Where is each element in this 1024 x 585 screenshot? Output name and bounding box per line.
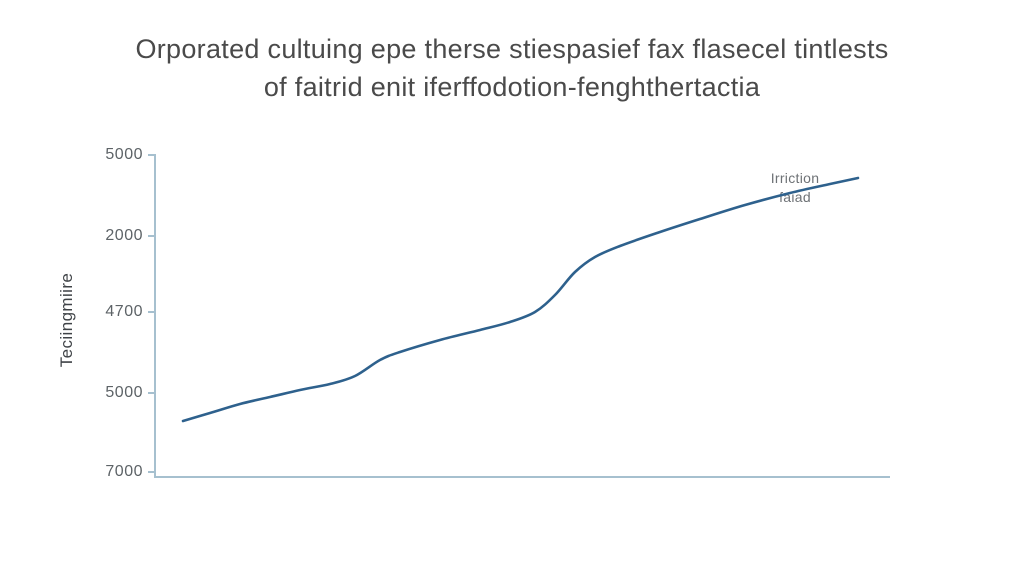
line-chart-plot xyxy=(148,154,890,478)
y-axis-tick-label: 4700 xyxy=(105,303,143,320)
y-axis-tick-marks xyxy=(148,154,155,473)
y-axis-title: Teciingmiire xyxy=(57,272,76,368)
y-axis-tick-label: 5000 xyxy=(105,146,143,163)
y-axis-tick-label: 7000 xyxy=(105,463,143,480)
line-annotation-line-1: Irriction xyxy=(770,170,820,186)
chart-title-line-1: Orporated cultuing epe therse stiespasie… xyxy=(135,34,889,64)
y-axis-tick-label: 2000 xyxy=(105,227,143,244)
axis-spines xyxy=(154,154,890,478)
y-axis-tick-label: 5000 xyxy=(105,384,143,401)
chart-title-line-2: of faitrid enit iferffodotion-fenghthert… xyxy=(263,72,761,102)
y-axis-tick-labels: 5000 2000 4700 5000 7000 xyxy=(88,0,143,585)
chart-title: Orporated cultuing epe therse stiespasie… xyxy=(0,30,1024,106)
trend-line xyxy=(181,176,860,423)
